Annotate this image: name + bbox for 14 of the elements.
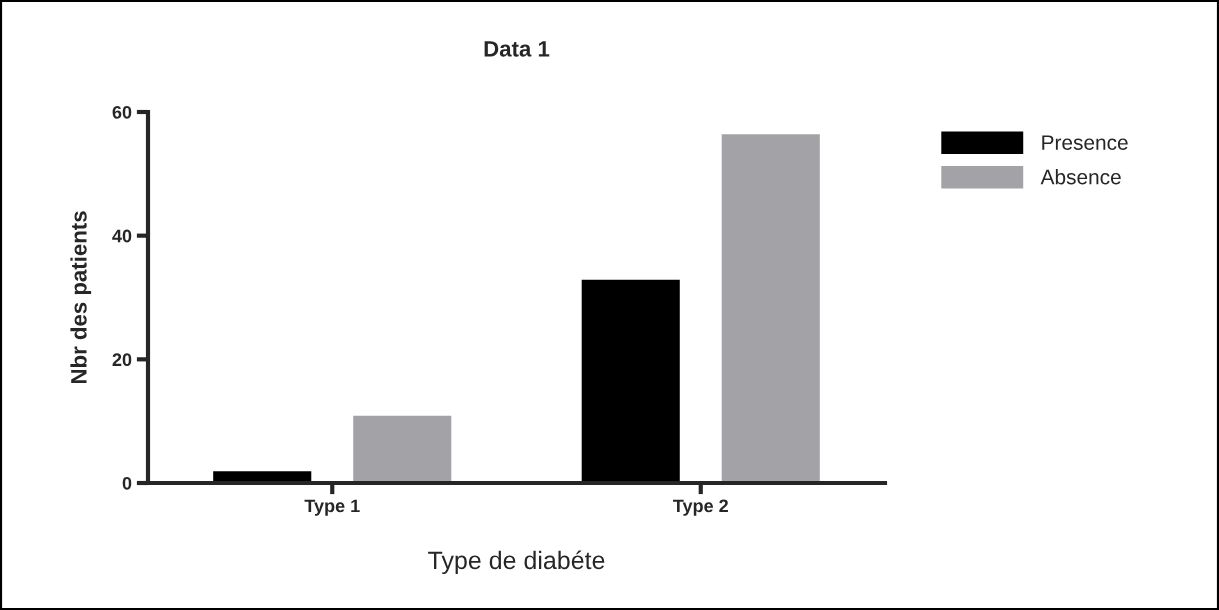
bar — [580, 278, 682, 483]
y-tick-label: 20 — [112, 353, 132, 367]
x-tick-label: Type 1 — [304, 499, 360, 516]
x-tick-label: Type 2 — [673, 499, 728, 516]
legend-label: Presence — [1042, 135, 1128, 150]
y-axis-title: Nbr des patients — [70, 211, 92, 384]
chart-title: Data 1 — [484, 41, 550, 57]
y-tick-label: 0 — [122, 476, 132, 490]
y-tick-label: 60 — [112, 105, 132, 119]
bar — [351, 414, 453, 483]
legend-label: Absence — [1040, 169, 1121, 185]
y-tick-label: 40 — [112, 229, 132, 243]
x-axis-title: Type de diabéte — [428, 550, 605, 575]
bar — [720, 132, 822, 483]
